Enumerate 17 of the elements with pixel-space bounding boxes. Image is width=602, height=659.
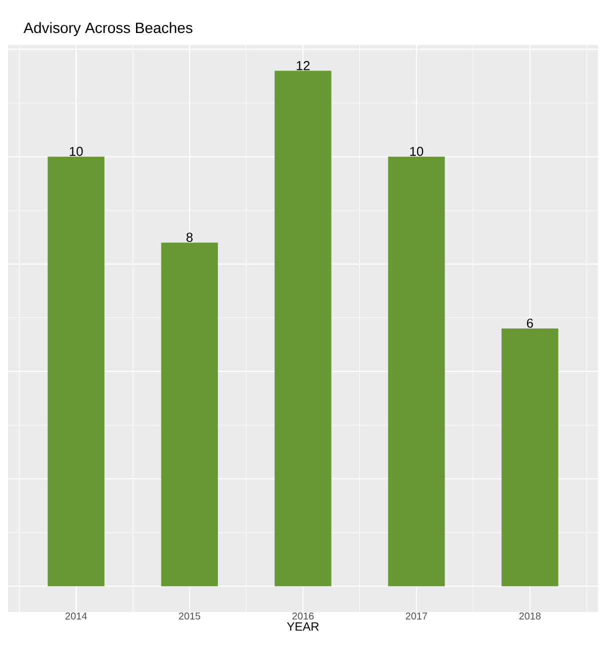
x-tick-label: 2017 [406,612,428,620]
x-tick-label: 2016 [292,612,314,620]
data-label: 10 [70,146,83,156]
data-label: 8 [186,232,193,242]
bar [274,70,332,586]
x-tick-label: 2018 [519,612,541,620]
data-label: 6 [526,318,533,328]
x-axis-title: YEAR [286,622,319,631]
data-label: 12 [296,61,310,70]
x-tick-label: 2015 [178,612,200,620]
bar [48,156,104,586]
chart-title: Advisory Across Beaches [24,22,192,36]
bar [502,328,558,586]
data-label: 10 [410,146,424,156]
bar [388,156,445,586]
x-tick-label: 2014 [65,612,87,620]
bar [161,242,218,586]
